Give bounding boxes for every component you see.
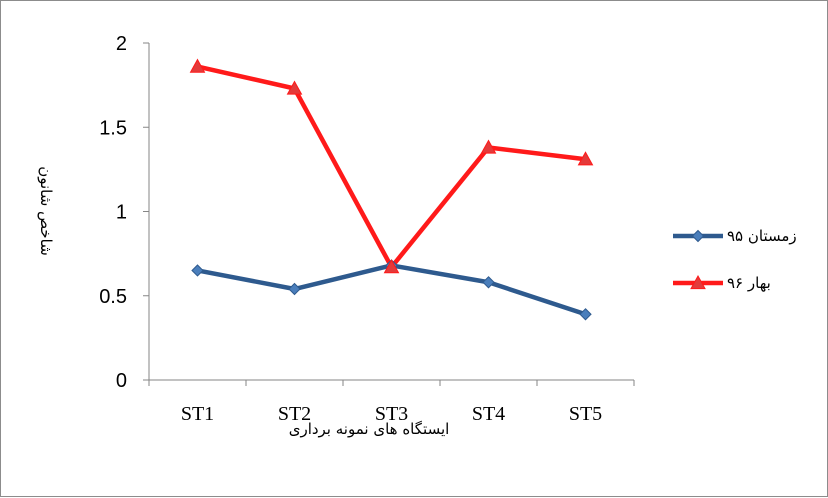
x-tick-label: ST2	[278, 403, 311, 425]
legend-label-2: بهار ۹۶	[727, 274, 771, 292]
axes: 0 0.5 1 1.5 2 ST1 ST2 ST3 ST4 ST5	[99, 33, 635, 425]
y-tick-label: 0	[116, 370, 127, 392]
legend-marker-2	[690, 274, 706, 290]
series-2-point	[189, 58, 206, 73]
y-tick-label: 0.5	[99, 286, 127, 308]
series-line-2	[195, 64, 588, 270]
series-2-point	[286, 80, 303, 95]
series-layer	[189, 58, 594, 321]
series-1-point	[288, 282, 301, 296]
y-tick-label: 1	[116, 202, 127, 224]
legend-marker-1	[691, 229, 705, 243]
series-1-point	[482, 276, 495, 289]
x-tick-label: ST3	[375, 403, 408, 425]
x-tick-label: ST1	[181, 403, 214, 425]
x-tick-label: ST4	[472, 403, 505, 425]
x-axis-label: ایستگاه های نمونه برداری	[289, 420, 450, 438]
y-tick-label: 1.5	[99, 117, 127, 139]
series-1-point	[579, 308, 592, 321]
y-tick-label: 2	[116, 33, 127, 55]
legend: زمستان ۹۵ بهار ۹۶	[673, 227, 797, 292]
series-1-point	[191, 264, 204, 277]
series-2-point	[383, 259, 400, 274]
series-2-point	[577, 151, 594, 166]
legend-label-1: زمستان ۹۵	[727, 227, 797, 245]
x-tick-label: ST5	[569, 403, 602, 425]
series-2-point	[480, 139, 497, 154]
y-axis-label: شاخص شانون	[37, 166, 55, 256]
